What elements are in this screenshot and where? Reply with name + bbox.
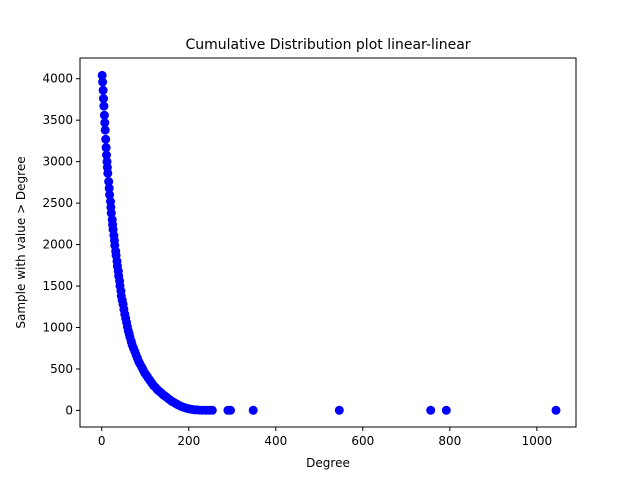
data-point [441, 405, 451, 415]
data-point [104, 183, 114, 193]
x-tick-label: 200 [177, 434, 200, 448]
data-point [99, 110, 109, 120]
chart-title: Cumulative Distribution plot linear-line… [185, 37, 470, 53]
data-point [207, 405, 217, 415]
y-tick-label: 4000 [42, 72, 73, 86]
data-point [100, 125, 110, 135]
x-axis-label: Degree [306, 456, 350, 470]
data-point [99, 94, 108, 104]
y-tick-label: 2000 [42, 238, 73, 252]
y-tick-label: 2500 [42, 196, 73, 210]
y-tick-label: 3500 [42, 113, 73, 127]
data-point [105, 190, 115, 200]
data-point [551, 405, 561, 415]
y-tick-label: 500 [50, 362, 73, 376]
data-point [226, 405, 235, 415]
data-point [97, 70, 107, 80]
data-point [99, 101, 109, 111]
data-point [334, 405, 344, 415]
x-tick-label: 1000 [522, 434, 553, 448]
data-point [104, 177, 114, 187]
y-axis: 0 500 1000 1500 2000 2500 3000 3500 4000 [42, 72, 80, 417]
x-tick-label: 400 [264, 434, 287, 448]
y-axis-label: Sample with value > Degree [14, 156, 28, 328]
data-point [98, 77, 108, 87]
y-tick-label: 1500 [42, 279, 73, 293]
data-point [101, 134, 111, 144]
plot-area-frame [79, 57, 577, 428]
x-tick-label: 600 [351, 434, 374, 448]
data-point [100, 118, 110, 128]
y-tick-label: 3000 [42, 155, 73, 169]
data-point [103, 168, 113, 178]
x-tick-label: 0 [98, 434, 106, 448]
data-point [102, 150, 111, 160]
data-point [106, 208, 116, 218]
data-point [426, 405, 436, 415]
data-point [248, 405, 258, 415]
x-axis: 0 200 400 600 800 1000 [98, 427, 552, 448]
data-point [101, 143, 111, 153]
x-tick-label: 800 [438, 434, 461, 448]
data-point [98, 85, 108, 95]
y-tick-label: 1000 [42, 320, 73, 334]
data-points [97, 70, 561, 415]
y-tick-label: 0 [65, 403, 73, 417]
